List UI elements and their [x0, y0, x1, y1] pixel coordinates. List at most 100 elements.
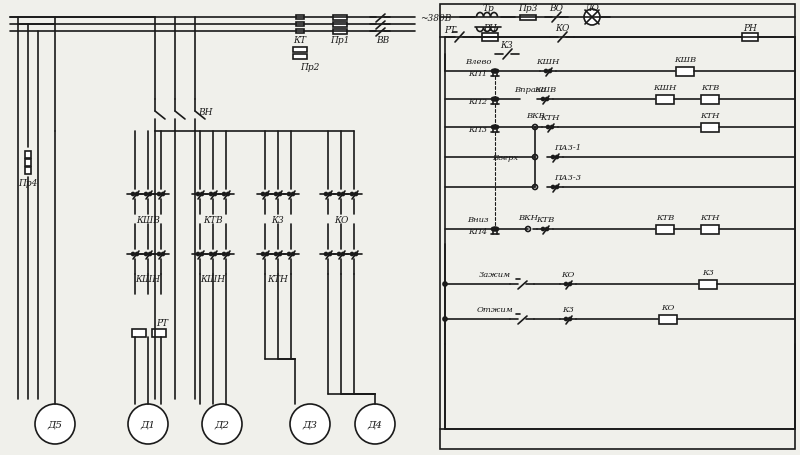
Circle shape [262, 193, 265, 196]
Text: ~380В: ~380В [420, 14, 451, 22]
Circle shape [491, 126, 494, 129]
Circle shape [493, 126, 497, 130]
Circle shape [145, 253, 147, 256]
Bar [699, 280, 717, 289]
Circle shape [495, 126, 498, 129]
Bar [25, 152, 31, 159]
Text: Тр: Тр [482, 4, 494, 12]
Circle shape [354, 193, 358, 196]
Text: Влево: Влево [465, 58, 491, 66]
Text: К3: К3 [702, 268, 714, 276]
Bar [296, 30, 304, 34]
Text: Д3: Д3 [302, 420, 318, 429]
Circle shape [278, 253, 282, 256]
Bar [701, 96, 719, 105]
Circle shape [338, 253, 341, 256]
Text: КП1: КП1 [469, 70, 487, 78]
Circle shape [555, 156, 558, 159]
Text: РТ: РТ [444, 25, 456, 35]
Text: КТВ: КТВ [656, 213, 674, 222]
Text: РН: РН [743, 24, 757, 32]
Circle shape [542, 98, 545, 101]
Circle shape [222, 193, 226, 196]
Text: ВВ: ВВ [376, 35, 390, 45]
Text: КТН: КТН [700, 213, 720, 222]
Text: Д2: Д2 [214, 420, 230, 429]
Circle shape [533, 185, 538, 190]
Circle shape [149, 193, 151, 196]
Circle shape [493, 70, 497, 74]
Circle shape [565, 318, 567, 321]
Text: ЛО: ЛО [585, 4, 599, 12]
Circle shape [342, 193, 345, 196]
Text: КО: КО [562, 270, 574, 278]
Circle shape [278, 193, 282, 196]
Bar [296, 23, 304, 27]
Circle shape [551, 156, 554, 159]
Text: КП2: КП2 [469, 98, 487, 106]
Bar [676, 68, 694, 77]
Bar [25, 160, 31, 167]
Text: ПАЗ-1: ПАЗ-1 [554, 144, 582, 152]
Text: КТН: КТН [700, 112, 720, 120]
Bar [440, 5, 795, 449]
Circle shape [210, 253, 213, 256]
Circle shape [287, 193, 290, 196]
Text: Пр1: Пр1 [330, 35, 350, 45]
Circle shape [550, 126, 554, 129]
Circle shape [495, 98, 498, 101]
Circle shape [128, 404, 168, 444]
Bar [656, 96, 674, 105]
Circle shape [545, 71, 547, 73]
Circle shape [214, 253, 217, 256]
Bar [293, 48, 307, 53]
Bar [333, 23, 347, 28]
Circle shape [555, 186, 558, 189]
Text: КП3: КП3 [469, 126, 487, 134]
Bar [296, 16, 304, 20]
Circle shape [162, 253, 165, 256]
Text: Отжим: Отжим [477, 305, 514, 313]
Circle shape [350, 193, 354, 196]
Circle shape [526, 227, 530, 232]
Circle shape [197, 253, 199, 256]
Circle shape [135, 253, 138, 256]
Circle shape [226, 253, 230, 256]
Circle shape [266, 193, 269, 196]
Text: КО: КО [662, 303, 674, 311]
Circle shape [201, 253, 203, 256]
Circle shape [569, 318, 571, 321]
Circle shape [495, 228, 498, 231]
Text: Бверх: Бверх [492, 154, 518, 162]
Bar [742, 34, 758, 42]
Text: ВН: ВН [198, 107, 212, 116]
Text: КШН: КШН [135, 275, 161, 284]
Circle shape [354, 253, 358, 256]
Text: Д5: Д5 [47, 420, 62, 429]
Circle shape [350, 253, 354, 256]
Circle shape [226, 193, 230, 196]
Text: К3: К3 [562, 305, 574, 313]
Circle shape [131, 253, 134, 256]
Bar [293, 55, 307, 60]
Text: Пр3: Пр3 [518, 4, 538, 12]
Circle shape [201, 193, 203, 196]
Circle shape [549, 71, 551, 73]
Text: КТН: КТН [267, 275, 289, 284]
Circle shape [287, 253, 290, 256]
Text: ВКВ: ВКВ [526, 112, 544, 120]
Circle shape [325, 253, 327, 256]
Bar [482, 34, 498, 42]
Circle shape [291, 193, 294, 196]
Text: КШН: КШН [201, 275, 226, 284]
Text: КО: КО [334, 215, 348, 224]
Circle shape [584, 10, 600, 26]
Circle shape [342, 253, 345, 256]
Bar [659, 315, 677, 324]
Text: КТВ: КТВ [536, 216, 554, 223]
Text: КО: КО [555, 24, 569, 32]
Circle shape [145, 193, 147, 196]
Circle shape [149, 253, 151, 256]
Circle shape [443, 317, 447, 321]
Text: КШВ: КШВ [534, 86, 556, 94]
